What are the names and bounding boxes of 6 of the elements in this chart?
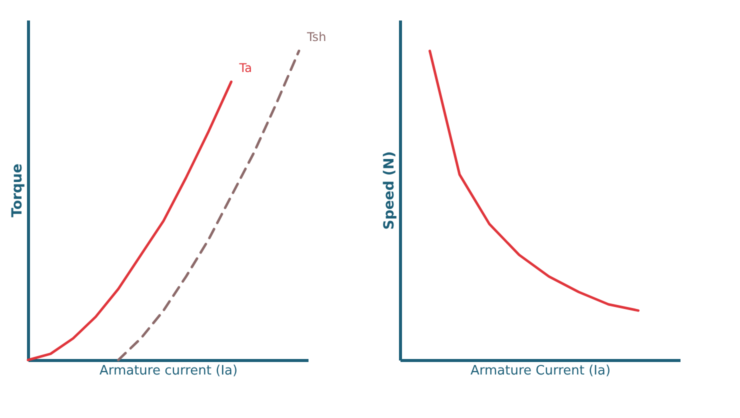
y-axis-title: Speed (N) xyxy=(382,151,398,230)
series-label: Tsh xyxy=(306,30,326,44)
y-axis-title: Torque xyxy=(10,164,26,218)
series-label: Ta xyxy=(238,60,252,75)
x-axis-title: Armature current (Ia) xyxy=(99,364,238,378)
x-axis-title: Armature Current (Ia) xyxy=(470,364,611,378)
